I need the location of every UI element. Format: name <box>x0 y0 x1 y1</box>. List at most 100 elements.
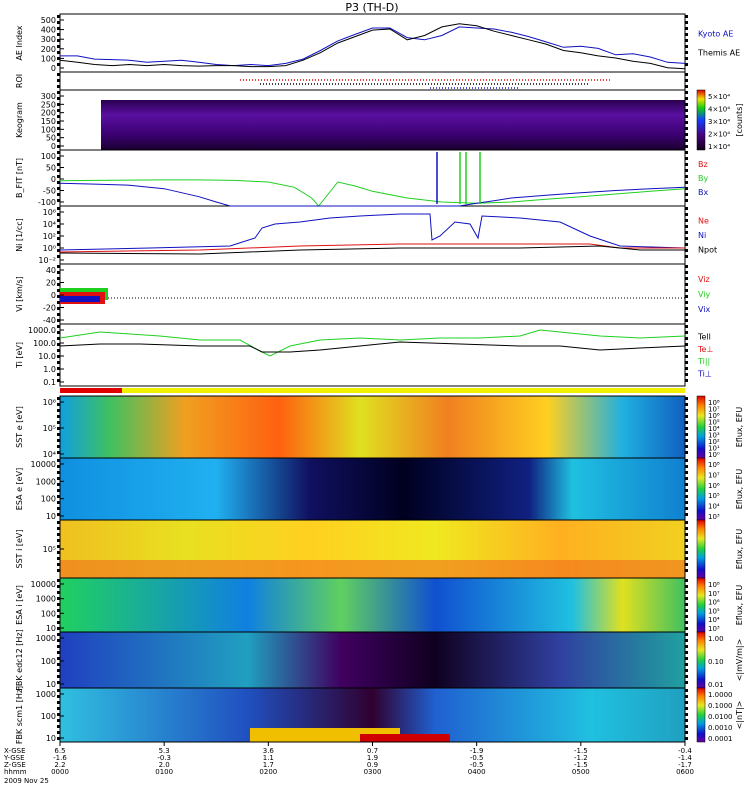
ladder-tick <box>685 471 688 474</box>
ladder-tick <box>57 465 60 468</box>
ladder-tick <box>685 579 688 582</box>
ladder-tick <box>685 163 688 166</box>
ladder-tick <box>57 79 60 82</box>
roi-ylabel: ROI <box>15 74 24 88</box>
ladder-tick <box>685 433 688 436</box>
side-tick-ladders <box>57 15 688 740</box>
ladder-tick <box>57 707 60 710</box>
ladder-tick <box>57 231 60 234</box>
xaxis-y-gse: -1.4 <box>678 754 692 762</box>
fbk-scm1-hot-core <box>360 734 450 742</box>
ladder-tick <box>685 621 688 624</box>
fbk_edc-cbar-tick: 1.00 <box>708 635 724 643</box>
ladder-tick <box>57 713 60 716</box>
esa_i-ytick: 10000 <box>31 580 56 589</box>
ladder-tick <box>57 633 60 636</box>
bfield-line-bx <box>59 182 686 207</box>
ladder-tick <box>685 97 688 100</box>
ladder-tick <box>685 459 688 462</box>
keogram-cbar-tick: 3×10⁴ <box>708 118 730 126</box>
fbk_scm-cbar-tick: 0.0100 <box>708 713 733 721</box>
sst_e-ylabel: SST e [eV] <box>15 406 24 448</box>
xaxis-z-gse: -1.5 <box>574 761 588 769</box>
bfield-line-by <box>59 179 686 207</box>
ladder-tick <box>685 237 688 240</box>
keogram-cbar-tick: 1×10⁴ <box>708 143 730 151</box>
ladder-tick <box>57 539 60 542</box>
esa-i-colorbar <box>696 577 706 633</box>
ladder-tick <box>685 349 688 352</box>
ladder-tick <box>685 33 688 36</box>
ladder-tick <box>57 193 60 196</box>
density-ytick: 10⁻² <box>38 256 56 265</box>
ladder-tick <box>57 615 60 618</box>
fbk_edc-ytick: 10 <box>46 680 56 689</box>
temperature-ti-green-line <box>59 329 686 357</box>
ladder-tick <box>685 193 688 196</box>
ladder-tick <box>685 615 688 618</box>
ladder-tick <box>685 301 688 304</box>
ladder-tick <box>685 225 688 228</box>
ladder-tick <box>685 501 688 504</box>
density-ylabel: Ni [1/cc] <box>15 218 24 252</box>
xaxis-y-gse: -0.3 <box>157 754 171 762</box>
ladder-tick <box>57 271 60 274</box>
esa_i-cbar-tick: 10⁸ <box>708 581 720 589</box>
ladder-tick <box>685 115 688 118</box>
ae-series <box>59 23 686 70</box>
ladder-tick <box>685 533 688 536</box>
ladder-tick <box>57 489 60 492</box>
ladder-tick <box>57 97 60 100</box>
sst_e-ytick: 10⁶ <box>43 398 56 407</box>
keogram-ytick: 300 <box>41 92 56 101</box>
sst-i-colorbar <box>696 519 706 579</box>
esa_i-ytick: 1000 <box>36 595 56 604</box>
ladder-tick <box>57 557 60 560</box>
fbk_scm-cbar-tick: 0.1000 <box>708 702 733 710</box>
ladder-tick <box>57 85 60 88</box>
ladder-tick <box>57 403 60 406</box>
xaxis-y-gse: 1.1 <box>263 754 274 762</box>
ladder-tick <box>57 337 60 340</box>
bfield-series <box>59 152 686 207</box>
fbk_scm-cbar-tick: 0.0010 <box>708 724 733 732</box>
ladder-tick <box>685 313 688 316</box>
ladder-tick <box>685 669 688 672</box>
ladder-tick <box>685 283 688 286</box>
xaxis-x-gse: 5.3 <box>159 747 170 755</box>
bfield-panel-frame <box>59 149 686 207</box>
ladder-tick <box>685 651 688 654</box>
ladder-tick <box>57 255 60 258</box>
sst_e-cbar-tick: 10⁶ <box>708 412 720 420</box>
ladder-tick <box>57 249 60 252</box>
keogram-ytick: 150 <box>41 117 56 126</box>
ladder-tick <box>57 471 60 474</box>
sst_i-cbar-unit: Eflux, EFU <box>735 529 744 570</box>
ladder-tick <box>57 495 60 498</box>
ladder-tick <box>57 207 60 210</box>
xaxis-x-gse: -1.5 <box>574 747 588 755</box>
ladder-tick <box>685 415 688 418</box>
ladder-tick <box>57 597 60 600</box>
sst_e-ytick: 10⁴ <box>43 450 56 459</box>
ae-ytick: 300 <box>41 35 56 44</box>
ladder-tick <box>57 701 60 704</box>
esa_e-cbar-tick: 10³ <box>708 513 720 521</box>
ladder-tick <box>685 127 688 130</box>
fbk_edc-ytick: 100 <box>41 657 56 666</box>
xaxis-y-gse: -1.6 <box>53 754 67 762</box>
ladder-tick <box>57 681 60 684</box>
ladder-tick <box>57 501 60 504</box>
sst_e-cbar-tick: 10⁰ <box>708 451 720 459</box>
ladder-tick <box>57 219 60 222</box>
xaxis-y-gse: 1.9 <box>367 754 378 762</box>
keogram-cbar-tick: 5×10⁴ <box>708 93 730 101</box>
esa_e-cbar-unit: Eflux, EFU <box>735 469 744 510</box>
velocity-legend-2: Vix <box>698 305 711 314</box>
ladder-tick <box>685 289 688 292</box>
sst_e-ytick: 10⁵ <box>43 424 56 433</box>
keogram-ytick: 200 <box>41 109 56 118</box>
ladder-tick <box>57 63 60 66</box>
ladder-tick <box>57 139 60 142</box>
velocity-ytick: -20 <box>43 304 56 313</box>
